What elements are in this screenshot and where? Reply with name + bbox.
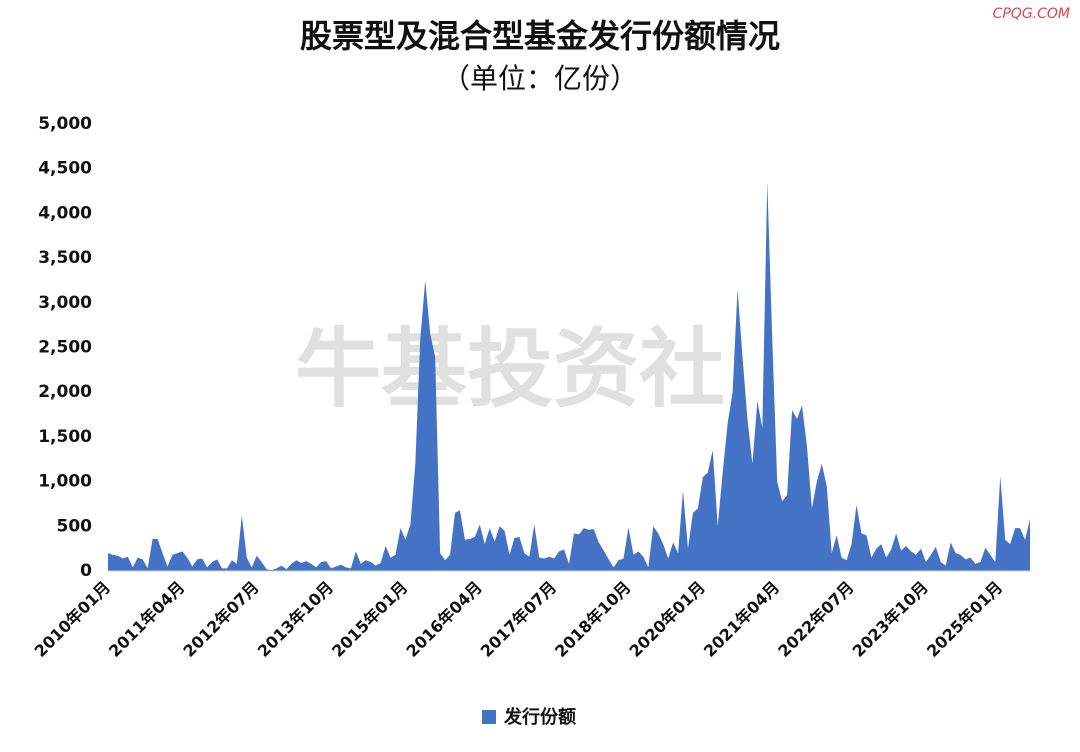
x-tick-label: 2022年07月 <box>774 578 857 661</box>
y-tick-label: 500 <box>57 516 93 536</box>
y-tick-label: 1,500 <box>38 427 92 447</box>
x-tick-label: 2023年10月 <box>849 578 932 661</box>
x-tick-label: 2012年07月 <box>179 578 262 661</box>
x-tick-label: 2016年04月 <box>402 578 485 661</box>
y-tick-label: 4,000 <box>38 203 92 223</box>
y-tick-label: 2,000 <box>38 382 92 402</box>
x-tick-label: 2021年04月 <box>700 578 783 661</box>
watermark: 牛基投资社 <box>295 319 725 419</box>
y-tick-label: 2,500 <box>38 338 92 358</box>
y-tick-label: 4,500 <box>38 159 92 179</box>
x-tick-label: 2025年01月 <box>923 578 1006 661</box>
y-tick-label: 3,000 <box>38 293 92 313</box>
legend-swatch <box>482 710 496 724</box>
x-tick-label: 2015年01月 <box>328 578 411 661</box>
x-tick-label: 2017年07月 <box>477 578 560 661</box>
y-tick-label: 5,000 <box>38 114 92 134</box>
x-tick-label: 2018年10月 <box>551 578 634 661</box>
y-tick-label: 0 <box>80 561 92 581</box>
chart-title: 股票型及混合型基金发行份额情况 <box>300 17 780 55</box>
source-mark: CPQG.COM <box>993 6 1070 22</box>
x-tick-label: 2020年01月 <box>626 578 709 661</box>
y-tick-label: 3,500 <box>38 248 92 268</box>
legend-label: 发行份额 <box>503 706 576 728</box>
x-tick-label: 2011年04月 <box>105 578 188 661</box>
chart-subtitle: （单位：亿份） <box>442 62 638 95</box>
area <box>108 182 1030 572</box>
x-tick-label: 2010年01月 <box>31 578 114 661</box>
y-tick-label: 1,000 <box>38 472 92 492</box>
x-tick-label: 2013年10月 <box>254 578 337 661</box>
